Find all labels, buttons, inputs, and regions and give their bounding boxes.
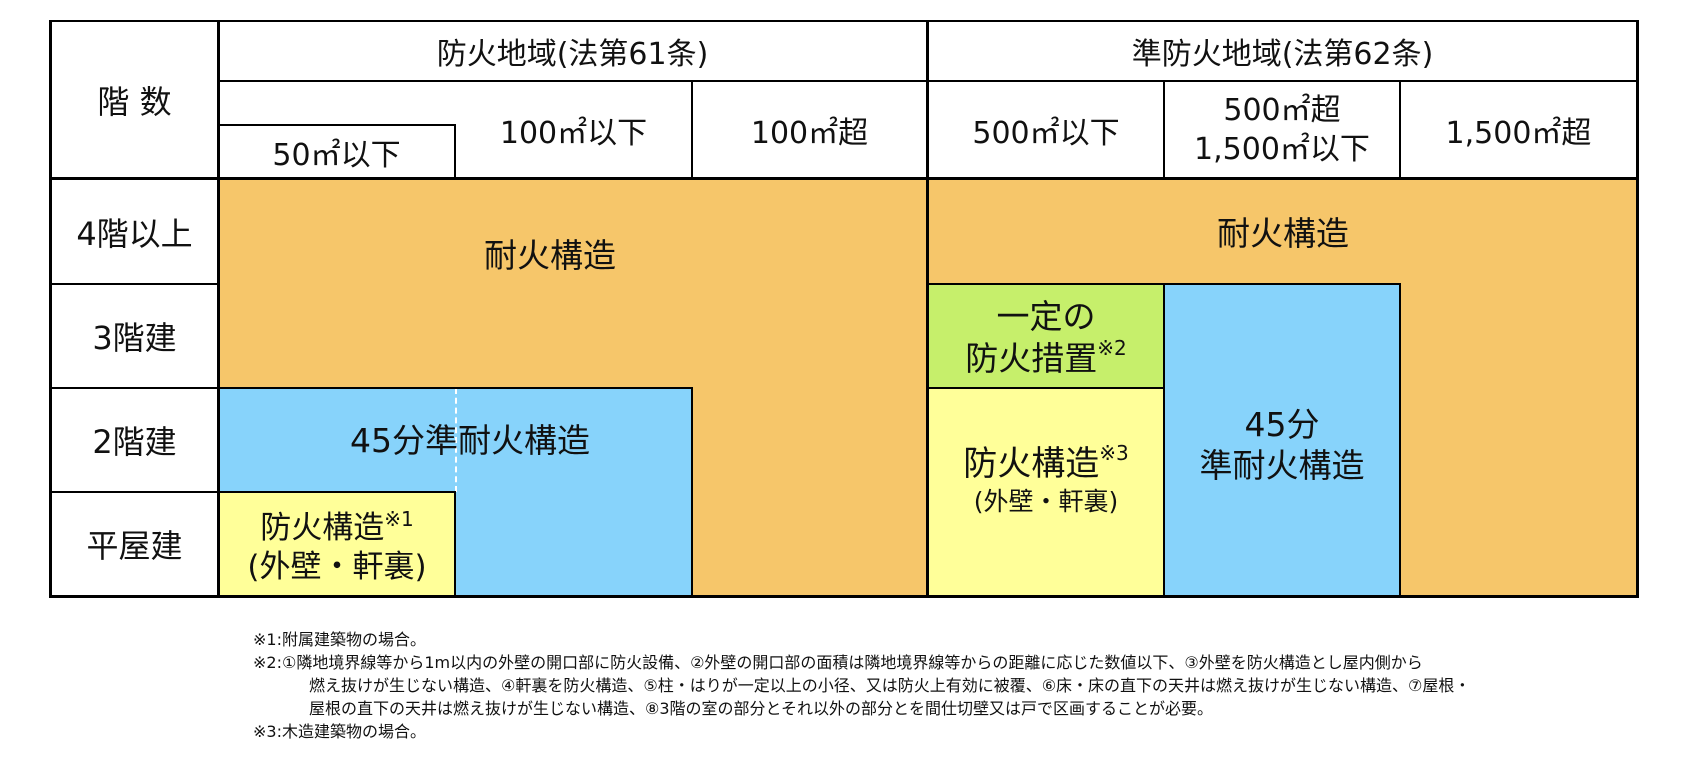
footnote-2-line2: 燃え抜けが生じない構造、④軒裏を防火構造、⑤柱・はりが一定以上の小径、又は防火上… (309, 676, 1471, 695)
footnote-3: ※3:木造建築物の場合。 (253, 722, 426, 741)
fz-45min-label: 45分準耐火構造 (350, 421, 590, 461)
grid-row-2 (49, 387, 219, 389)
fz-fp-top (219, 491, 456, 493)
grid-row-3 (49, 283, 219, 285)
fz-fireprotect-line1: 防火構造※1 (260, 506, 414, 546)
fire-zone-header: 防火地域(法第61条) (436, 37, 709, 72)
note-ref-2: ※2 (1097, 335, 1127, 360)
qfz-fireproof-label: 耐火構造 (1217, 214, 1349, 254)
qfz-45min-label: 45分 準耐火構造 (1165, 395, 1399, 495)
stories-header: 階 数 (97, 82, 172, 121)
grid-top (49, 20, 1638, 22)
grid-hcol-455 (454, 124, 456, 178)
qfz-col-1500-under-label: 1,500㎡以下 (1194, 131, 1370, 167)
qfz-col-500-under: 500㎡以下 (972, 115, 1120, 151)
fz-dashed-divider (455, 388, 457, 492)
footnote-1: ※1:附属建築物の場合。 (253, 630, 426, 649)
qfz-col-1164 (1163, 283, 1165, 596)
fz-fireproof-label: 耐火構造 (484, 236, 616, 276)
row-1-label: 平屋建 (86, 527, 183, 565)
grid-header-body (49, 177, 1639, 180)
qfz-col-500-over-label: 500㎡超 (1223, 92, 1341, 128)
qfz-col-500-1500: 500㎡超 1,500㎡以下 (1165, 82, 1399, 177)
qfz-measures-line2: 防火措置※2 (965, 335, 1127, 378)
qfz-measures-bottom (928, 387, 1164, 389)
row-4-label: 4階以上 (76, 214, 193, 253)
fz-fp-right (454, 491, 456, 596)
qfz-fireprotect-line2: (外壁・軒裏) (973, 486, 1119, 516)
row-2-label: 2階建 (92, 423, 177, 461)
grid-right (1636, 20, 1639, 598)
fz-fireprotect-line2: (外壁・軒裏) (247, 548, 427, 585)
grid-left (49, 20, 52, 598)
qfz-45min-area (1164, 284, 1400, 596)
qfz-measures-label: 一定の 防火措置※2 (928, 290, 1164, 385)
qfz-fireprotect-label: 防火構造※3 (外壁・軒裏) (928, 430, 1164, 530)
qfz-measures-line1: 一定の (996, 297, 1096, 337)
qfz-fireprotect-area (928, 388, 1164, 596)
fz-fireprotect-area (219, 492, 455, 596)
grid-hcol-692 (691, 80, 693, 178)
qfz-45min-line1: 45分 (1244, 404, 1320, 444)
fz-fireprotect-label: 防火構造※1 (外壁・軒裏) (219, 500, 455, 595)
row-3-label: 3階建 (92, 319, 177, 357)
footnotes: ※1:附属建築物の場合。 ※2:①隣地境界線等から1m以内の外壁の開口部に防火設… (253, 628, 1470, 743)
qfz-fireprotect-line1: 防火構造※3 (963, 440, 1129, 484)
grid-hcol-1164 (1163, 80, 1165, 178)
note-ref-3: ※3 (1099, 440, 1129, 465)
grid-50-box-top (219, 124, 455, 126)
qfz-45min-line2: 準耐火構造 (1199, 446, 1365, 485)
grid-hcol-1400 (1399, 80, 1401, 178)
note-ref-1: ※1 (384, 506, 414, 531)
fz-col-100-over: 100㎡超 (750, 115, 869, 151)
grid-header-sub (219, 80, 1637, 82)
grid-label-col (217, 20, 220, 598)
fz-45-top (219, 387, 692, 389)
qfz-col-1500-over: 1,500㎡超 (1445, 115, 1592, 151)
footnote-2-line3: 屋根の直下の天井は燃え抜けが生じない構造、⑧3階の室の部分とそれ以外の部分とを間… (309, 699, 1214, 718)
grid-row-1 (49, 491, 219, 493)
fz-col-50: 50㎡以下 (272, 137, 401, 173)
quasi-fire-zone-header: 準防火地域(法第62条) (1131, 37, 1434, 72)
qfz-measures-area (928, 284, 1164, 388)
fz-45-right (691, 387, 693, 596)
qfz-col-1400 (1399, 283, 1401, 596)
footnote-2-line1: ※2:①隣地境界線等から1m以内の外壁の開口部に防火設備、②外壁の開口部の面積は… (253, 653, 1423, 672)
fz-col-100-under: 100㎡以下 (499, 115, 648, 151)
grid-zone-divider (926, 20, 929, 598)
grid-bottom (49, 595, 1639, 598)
